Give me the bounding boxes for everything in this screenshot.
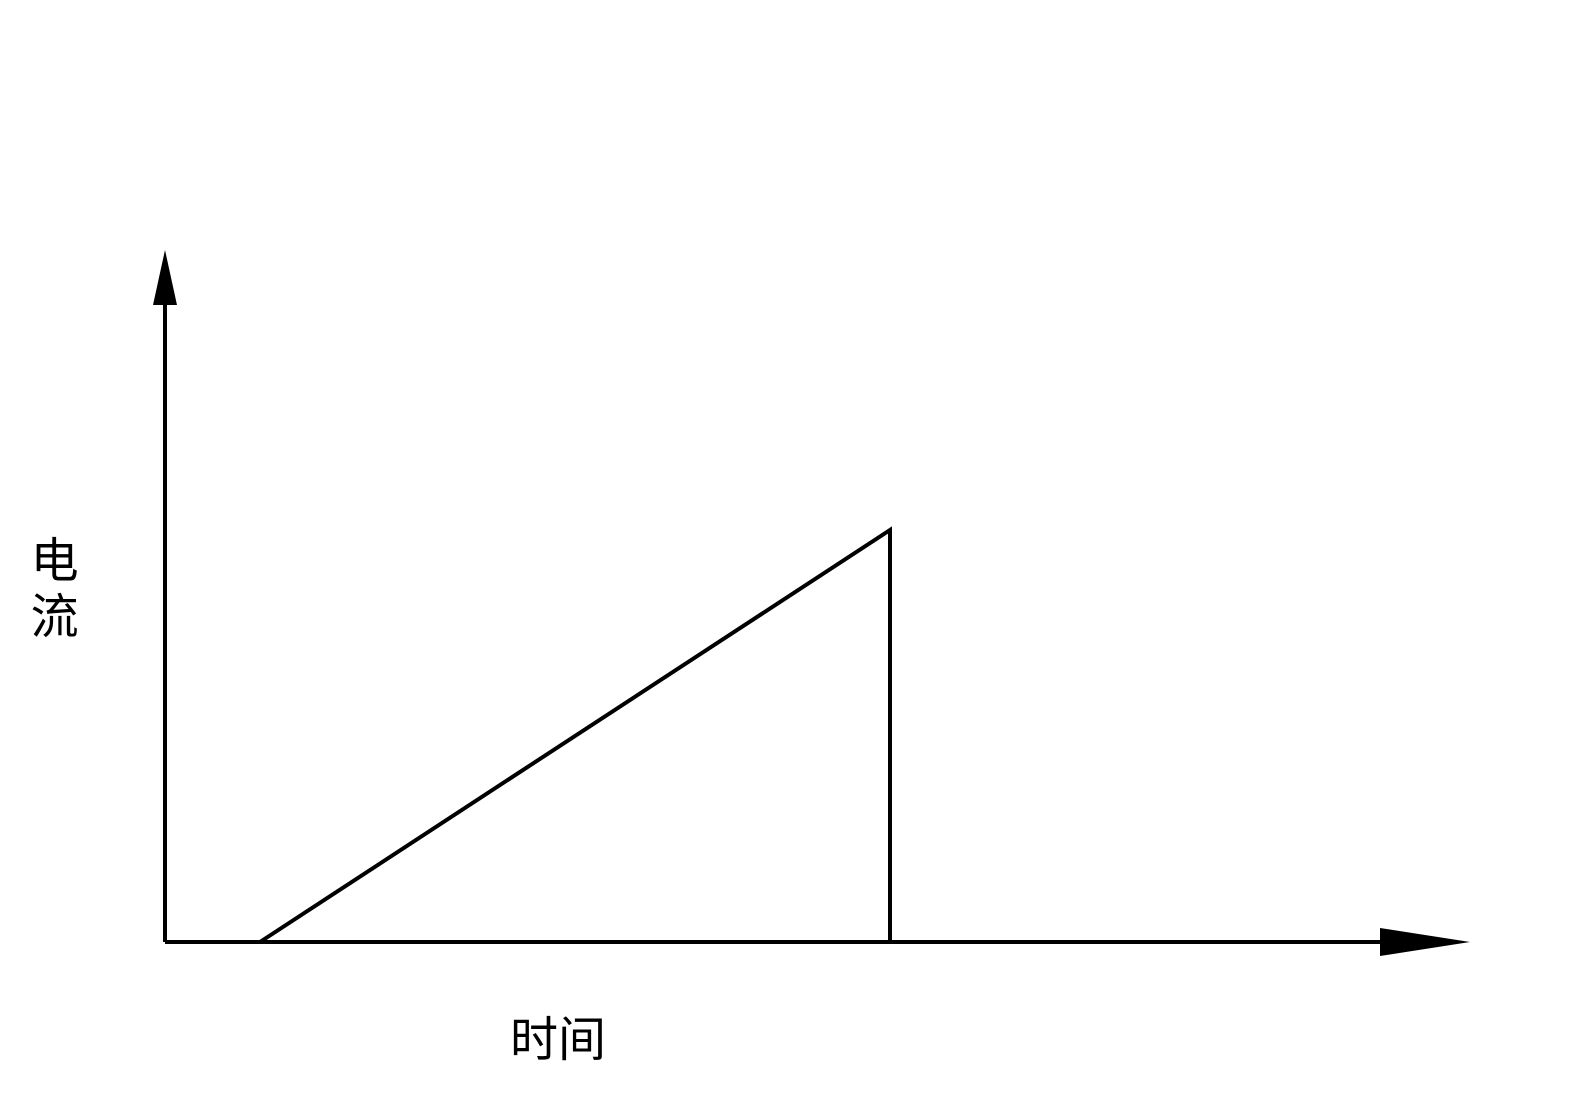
y-axis-label: 电流 [20, 535, 78, 647]
chart-svg [0, 0, 1586, 1110]
x-axis-label: 时间 [510, 1000, 606, 1070]
current-time-chart: 电流 时间 [0, 0, 1586, 1110]
